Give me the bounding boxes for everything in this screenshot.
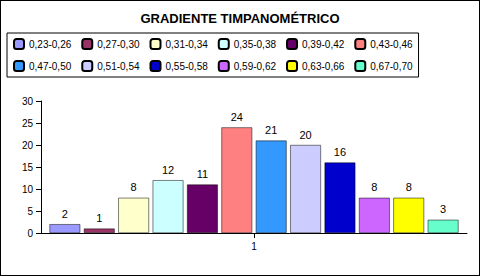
- svg-text:0,43-0,46: 0,43-0,46: [370, 39, 413, 50]
- svg-text:0,31-0,34: 0,31-0,34: [166, 39, 209, 50]
- svg-text:0,39-0,42: 0,39-0,42: [302, 39, 345, 50]
- svg-text:21: 21: [265, 124, 277, 136]
- svg-text:2: 2: [62, 208, 68, 220]
- svg-text:11: 11: [197, 168, 208, 180]
- svg-text:8: 8: [131, 181, 137, 193]
- svg-text:0,63-0,66: 0,63-0,66: [302, 61, 345, 72]
- svg-text:GRADIENTE TIMPANOMÉTRICO: GRADIENTE TIMPANOMÉTRICO: [140, 11, 339, 26]
- svg-text:24: 24: [231, 111, 243, 123]
- svg-text:5: 5: [27, 206, 33, 217]
- svg-text:3: 3: [440, 203, 446, 215]
- svg-text:1: 1: [251, 241, 257, 252]
- svg-text:20: 20: [22, 140, 34, 151]
- svg-text:25: 25: [22, 118, 34, 129]
- svg-text:30: 30: [22, 96, 34, 107]
- svg-text:0,51-0,54: 0,51-0,54: [97, 61, 140, 72]
- svg-text:8: 8: [406, 181, 412, 193]
- svg-text:0: 0: [27, 228, 33, 239]
- svg-text:20: 20: [299, 129, 311, 141]
- svg-text:1: 1: [96, 212, 102, 224]
- svg-text:0,47-0,50: 0,47-0,50: [29, 61, 72, 72]
- svg-text:0,27-0,30: 0,27-0,30: [97, 39, 140, 50]
- svg-text:12: 12: [162, 164, 174, 176]
- svg-text:8: 8: [371, 181, 377, 193]
- svg-text:0,23-0,26: 0,23-0,26: [29, 39, 72, 50]
- svg-text:16: 16: [334, 146, 346, 158]
- svg-text:0,55-0,58: 0,55-0,58: [166, 61, 209, 72]
- svg-text:0,35-0,38: 0,35-0,38: [234, 39, 277, 50]
- svg-text:10: 10: [22, 184, 34, 195]
- svg-text:0,59-0,62: 0,59-0,62: [234, 61, 277, 72]
- svg-text:0,67-0,70: 0,67-0,70: [370, 61, 413, 72]
- svg-text:15: 15: [22, 162, 34, 173]
